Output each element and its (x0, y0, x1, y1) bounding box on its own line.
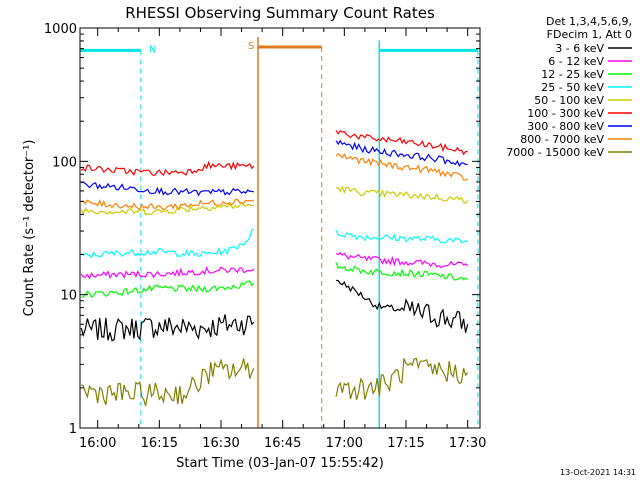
series-line-segment (80, 358, 255, 407)
y-tick-label: 100 (52, 155, 77, 170)
series-line-segment (81, 181, 255, 197)
y-tick-label: 1 (69, 422, 77, 437)
plot-frame (79, 27, 481, 429)
x-tick-label: 16:15 (141, 436, 178, 451)
series-6-12-kev (80, 251, 469, 280)
legend-header-line-2: FDecim 1, Att 0 (547, 28, 632, 41)
y-tick-label: 10 (60, 289, 77, 304)
x-tick-label: 17:30 (449, 436, 486, 451)
axes: 16:00 16:15 16:30 16:45 17:00 17:15 17:30 1 10 10… (44, 22, 486, 451)
series-lines (80, 129, 469, 407)
series-line-segment (81, 280, 255, 299)
series-line-segment (80, 228, 255, 259)
legend-header-line-1: Det 1,3,4,5,6,9, (546, 15, 632, 28)
series-50-100-kev (80, 185, 469, 216)
series-line-segment (336, 185, 469, 204)
legend-entry-label: 25 - 50 keV (541, 81, 604, 94)
legend-entry-label: 7000 - 15000 keV (506, 146, 604, 159)
series-line-segment (335, 357, 469, 400)
series-25-50-kev (80, 228, 468, 259)
series-line-segment (80, 266, 255, 280)
series-line-segment (80, 201, 255, 216)
series-line-segment (335, 251, 469, 269)
legend-entry-label: 800 - 7000 keV (520, 133, 604, 146)
series-line-segment (336, 279, 469, 333)
legend: Det 1,3,4,5,6,9, FDecim 1, Att 0 3 - 6 k… (506, 15, 632, 159)
series-line-segment (335, 129, 468, 156)
series-line-segment (335, 262, 469, 281)
series-line-segment (80, 160, 255, 177)
series-line-segment (81, 198, 255, 211)
x-tick-label: 17:00 (326, 436, 363, 451)
x-axis-label: Start Time (03-Jan-07 15:55:42) (176, 456, 384, 471)
series-line-segment (80, 314, 255, 342)
series-line-segment (335, 229, 468, 244)
x-tick-label: 17:15 (387, 436, 424, 451)
series-12-25-kev (81, 262, 469, 299)
marker-label: S (248, 41, 254, 52)
chart-title: RHESSI Observing Summary Count Rates (125, 4, 435, 22)
series-800-7000-kev (81, 152, 468, 211)
x-tick-label: 16:45 (264, 436, 301, 451)
legend-entry-label: 12 - 25 keV (541, 68, 604, 81)
legend-entry-label: 3 - 6 keV (555, 42, 604, 55)
x-tick-label: 16:00 (79, 436, 116, 451)
series-300-800-kev (81, 139, 468, 197)
series-7000-15000-kev (80, 357, 469, 407)
marker-label: N (149, 44, 156, 55)
legend-entry-label: 300 - 800 keV (527, 120, 604, 133)
series-3-6-kev (80, 279, 469, 342)
footer-date: 13-Oct-2021 14:31 (560, 468, 636, 477)
x-tick-label: 16:30 (202, 436, 239, 451)
series-line-segment (335, 152, 468, 181)
legend-entry-label: 6 - 12 keV (548, 55, 604, 68)
y-tick-label: 1000 (44, 22, 77, 37)
series-100-300-kev (80, 129, 468, 177)
series-line-segment (335, 139, 468, 168)
legend-entry-label: 50 - 100 keV (534, 94, 604, 107)
y-axis-label: Count Rate (s⁻¹ detector⁻¹) (22, 140, 37, 317)
legend-entry-label: 100 - 300 keV (527, 107, 604, 120)
